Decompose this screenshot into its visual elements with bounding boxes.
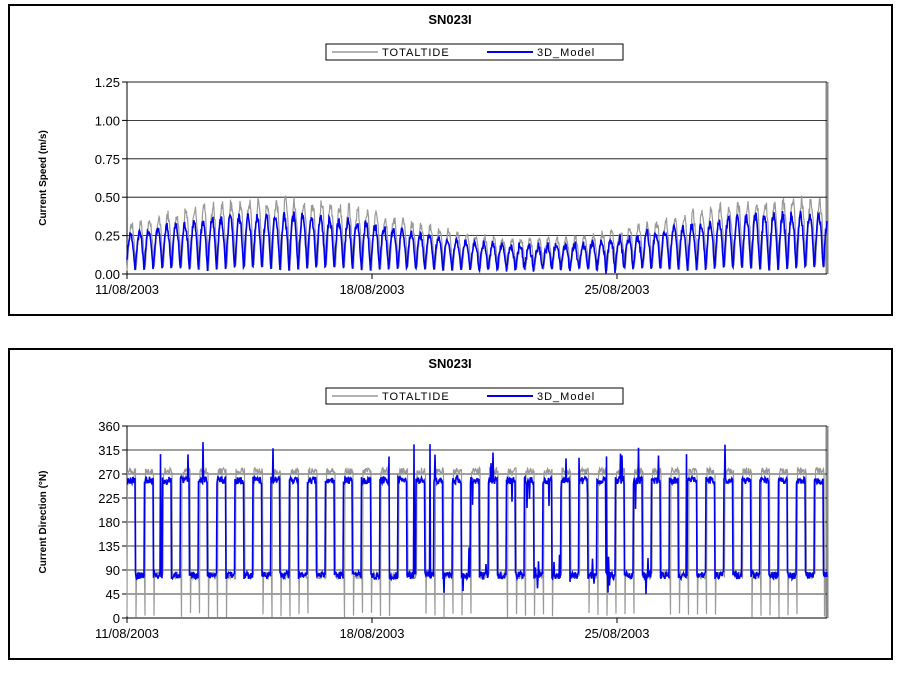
x-tick-label: 25/08/2003 xyxy=(584,282,649,297)
speed-chart-panel: SN023I TOTALTIDE 3D_Model 0.00 0.25 0.50 0.75 1… xyxy=(8,4,893,316)
x-tick-label: 18/08/2003 xyxy=(339,626,404,641)
direction-chart: SN023I TOTALTIDE 3D_Model 0 45 90 135 180 225 270… xyxy=(38,356,829,641)
x-tick-label: 25/08/2003 xyxy=(584,626,649,641)
y-tick-label: 315 xyxy=(98,443,120,458)
y-tick-label: 0 xyxy=(113,611,120,626)
y-tick-label: 45 xyxy=(106,587,120,602)
y-tick-label: 0.00 xyxy=(95,267,120,282)
x-tick-label: 11/08/2003 xyxy=(95,282,159,297)
y-tick-label: 225 xyxy=(98,491,120,506)
direction-chart-panel: SN023I TOTALTIDE 3D_Model 0 45 90 135 180 225 270… xyxy=(8,348,893,660)
chart-title: SN023I xyxy=(428,12,471,27)
chart-title: SN023I xyxy=(428,356,471,371)
legend-label: 3D_Model xyxy=(537,391,595,403)
y-tick-label: 180 xyxy=(98,515,120,530)
legend: TOTALTIDE 3D_Model xyxy=(325,43,624,61)
y-tick-label: 135 xyxy=(98,539,120,554)
series-line-3d-model xyxy=(126,210,828,274)
y-tick-label: 1.00 xyxy=(95,113,120,128)
y-axis-label: Current Direction (°N) xyxy=(38,471,49,574)
legend-label: 3D_Model xyxy=(537,47,595,59)
series-line-totaltide xyxy=(126,195,828,272)
y-tick-label: 90 xyxy=(106,563,120,578)
legend-label: TOTALTIDE xyxy=(382,391,450,403)
y-tick-label: 360 xyxy=(98,419,120,434)
x-tick-label: 18/08/2003 xyxy=(339,282,404,297)
speed-chart: SN023I TOTALTIDE 3D_Model 0.00 0.25 0.50 0.75 1… xyxy=(38,12,829,297)
legend: TOTALTIDE 3D_Model xyxy=(325,387,624,405)
y-tick-label: 1.25 xyxy=(95,75,120,90)
y-tick-label: 0.50 xyxy=(95,190,120,205)
y-axis-label: Current Speed (m/s) xyxy=(38,130,49,226)
y-tick-label: 0.25 xyxy=(95,229,120,244)
x-tick-label: 11/08/2003 xyxy=(95,626,159,641)
series-line-3d-model xyxy=(126,442,828,595)
series-line-totaltide xyxy=(126,465,828,618)
y-tick-label: 270 xyxy=(98,467,120,482)
y-tick-label: 0.75 xyxy=(95,152,120,167)
legend-label: TOTALTIDE xyxy=(382,47,450,59)
